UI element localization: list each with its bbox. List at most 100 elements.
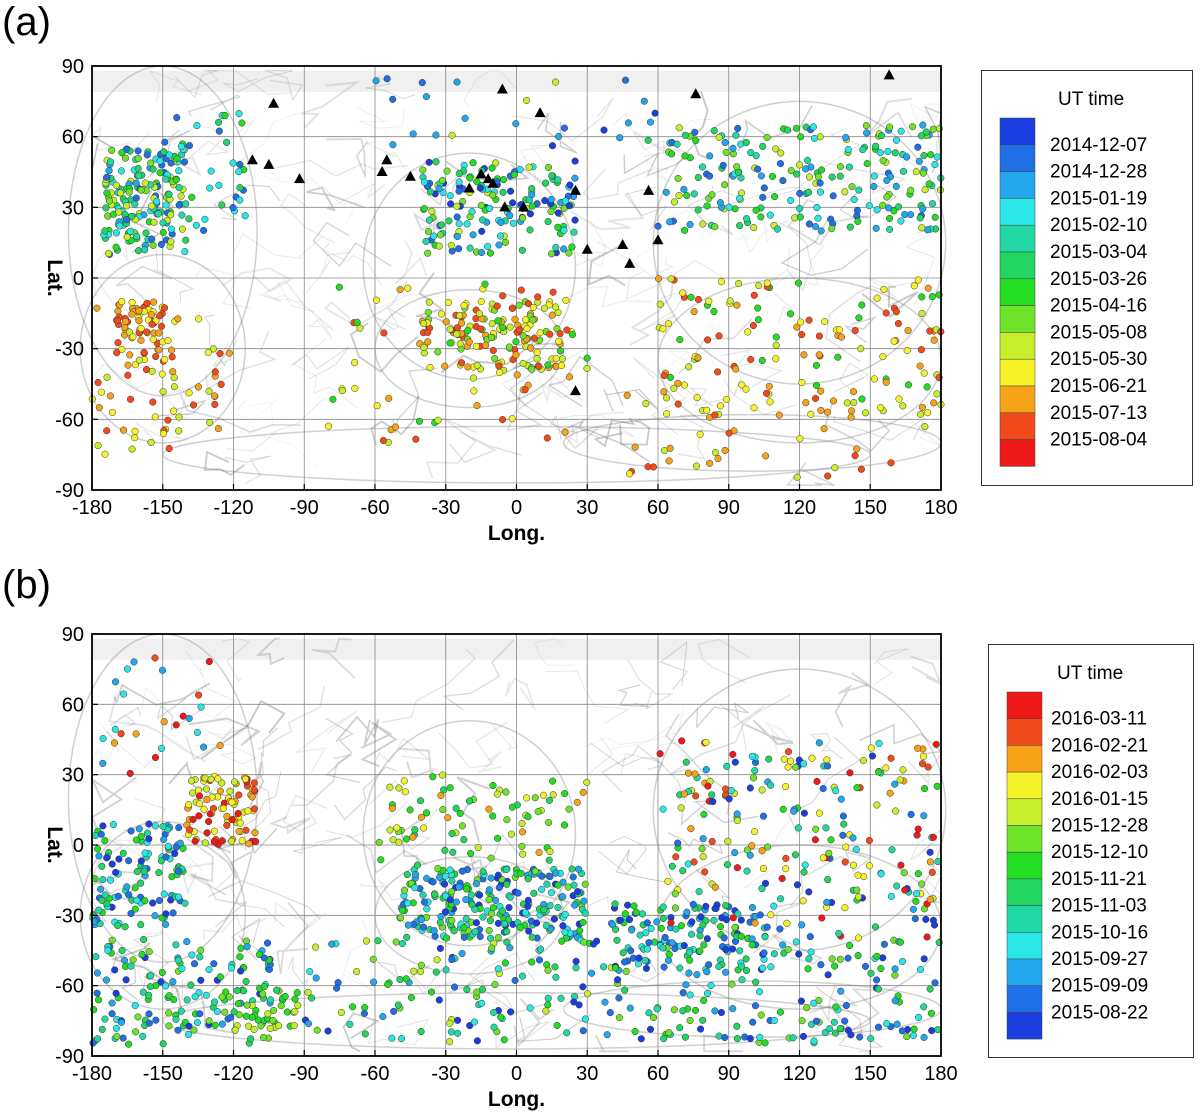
data-point	[125, 1040, 133, 1048]
data-point	[469, 374, 477, 382]
data-point	[707, 981, 715, 990]
data-point	[929, 125, 937, 133]
data-point	[672, 925, 680, 933]
data-point	[646, 1025, 655, 1033]
data-point	[375, 838, 383, 846]
data-point	[868, 752, 877, 760]
data-point	[157, 744, 166, 752]
data-point	[101, 227, 109, 235]
data-point	[505, 904, 513, 912]
data-point	[736, 194, 744, 202]
data-point	[195, 812, 203, 820]
data-point	[547, 195, 555, 204]
x-tick-label: 180	[924, 1063, 957, 1085]
data-point	[706, 172, 714, 180]
data-point	[494, 871, 502, 879]
data-point	[666, 218, 674, 226]
data-point	[139, 1032, 147, 1040]
data-point	[458, 949, 466, 958]
y-tick-label: 0	[73, 835, 84, 857]
data-point	[493, 302, 501, 310]
data-point	[765, 755, 773, 763]
data-point	[536, 945, 545, 953]
data-point	[283, 1008, 291, 1016]
data-point	[805, 316, 813, 324]
data-point	[662, 188, 670, 196]
data-point	[422, 237, 430, 245]
data-point	[94, 996, 103, 1004]
data-point	[484, 242, 492, 251]
data-point	[157, 978, 165, 986]
data-point	[438, 771, 447, 779]
data-point	[455, 178, 463, 186]
data-point	[891, 997, 899, 1005]
data-point	[683, 192, 691, 200]
data-point	[533, 355, 541, 363]
data-point	[688, 918, 696, 926]
data-point	[662, 394, 671, 402]
data-point	[716, 199, 724, 207]
data-point	[425, 216, 433, 224]
data-point	[876, 404, 885, 412]
legend-title: UT time	[1058, 89, 1125, 110]
data-point	[240, 987, 248, 995]
data-point	[402, 835, 411, 843]
data-point	[901, 886, 909, 894]
data-point	[682, 758, 690, 766]
data-point	[636, 931, 644, 939]
data-point	[841, 904, 849, 912]
triangle-marker	[381, 154, 393, 165]
data-point	[668, 862, 676, 870]
data-point	[766, 211, 774, 219]
data-point	[487, 874, 495, 882]
data-point	[731, 923, 739, 931]
data-point	[664, 956, 673, 964]
data-point	[867, 744, 875, 752]
data-point	[411, 826, 419, 834]
data-point	[177, 142, 185, 150]
data-point	[568, 243, 576, 251]
data-point	[925, 180, 933, 188]
data-point	[701, 868, 709, 876]
data-point	[91, 831, 99, 840]
data-point	[456, 340, 464, 348]
data-point	[779, 805, 787, 813]
data-point	[918, 880, 926, 888]
data-point	[216, 787, 224, 795]
data-point	[897, 127, 905, 135]
data-point	[131, 200, 139, 208]
data-point	[101, 1015, 109, 1023]
data-point	[494, 965, 502, 973]
data-point	[118, 946, 126, 955]
data-point	[426, 188, 434, 196]
data-point	[796, 435, 804, 443]
x-axis-label: Long.	[488, 522, 545, 545]
data-point	[728, 980, 736, 988]
data-point	[709, 798, 717, 806]
data-point	[164, 416, 172, 424]
data-point	[138, 950, 146, 958]
data-point	[811, 836, 819, 844]
data-point	[209, 345, 217, 353]
data-point	[814, 173, 822, 181]
data-point	[507, 830, 515, 838]
data-point	[744, 328, 752, 336]
data-point	[447, 1028, 455, 1036]
data-point	[681, 152, 689, 160]
data-point	[173, 114, 181, 122]
data-point	[444, 814, 452, 822]
data-point	[754, 304, 762, 312]
data-point	[683, 908, 691, 916]
data-point	[735, 279, 743, 288]
data-point	[721, 1033, 729, 1042]
data-point	[476, 891, 484, 899]
data-point	[699, 1016, 707, 1024]
data-point	[313, 1026, 321, 1034]
data-point	[474, 844, 482, 852]
data-point	[571, 901, 579, 909]
data-point	[763, 279, 771, 287]
data-point	[98, 862, 106, 870]
data-point	[215, 127, 223, 135]
data-point	[874, 1023, 883, 1031]
triangle-marker	[268, 97, 280, 108]
